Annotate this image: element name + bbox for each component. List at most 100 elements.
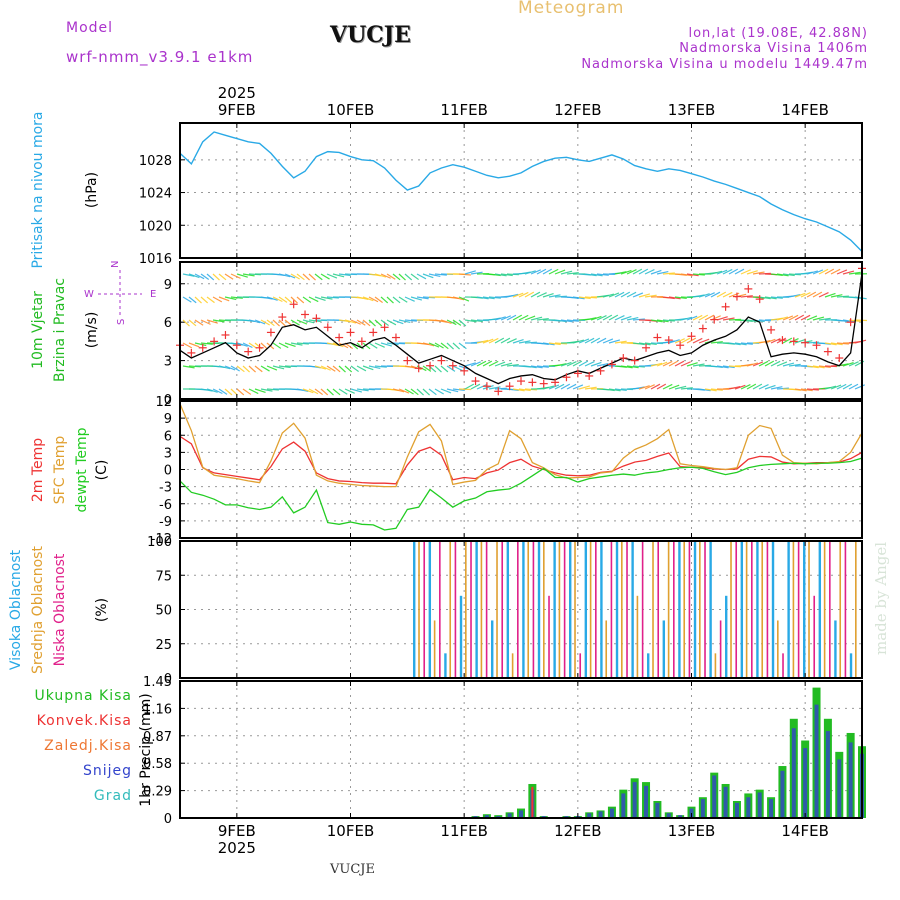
cloud-bar — [459, 595, 463, 678]
wind-arrow — [560, 361, 572, 367]
wind-arrow — [830, 342, 843, 346]
wind-arrow — [362, 342, 371, 350]
wind-arrow — [590, 273, 603, 277]
wind-arrow — [764, 360, 775, 367]
wind-arrow — [494, 273, 507, 277]
cloud-bar — [522, 541, 525, 678]
ytick-label: 3 — [164, 446, 172, 461]
wind-arrow — [614, 271, 627, 275]
wind-arrow — [674, 360, 685, 367]
wind-arrow — [776, 316, 789, 321]
wind-arrow — [302, 319, 315, 324]
wind-arrow — [488, 337, 499, 344]
wind-arrow — [194, 319, 204, 326]
wind-arrow — [518, 388, 531, 392]
wind-arrow — [638, 342, 651, 346]
wind-arrow — [800, 291, 811, 298]
wind-arrow — [644, 269, 655, 275]
wind-arrow — [308, 296, 319, 303]
cloud-bar — [480, 541, 483, 678]
wind-arrow — [674, 296, 687, 300]
precip-legend-1: Konvek.Kisa — [37, 713, 132, 729]
wind-arrow — [278, 296, 288, 303]
wind-arrow — [254, 388, 266, 393]
precip-bar-snow — [519, 810, 523, 818]
wind-arrow — [812, 316, 825, 321]
wind-arrow — [230, 296, 243, 299]
wind-arrow — [428, 273, 441, 277]
ytick-label: 50 — [155, 604, 172, 619]
wind-arrow — [830, 384, 842, 390]
ytick-label: 100 — [147, 535, 172, 550]
wind-arrow — [254, 365, 263, 373]
wind-arrow — [650, 319, 663, 323]
cloud-bar — [433, 620, 436, 678]
wind-arrow — [434, 342, 444, 349]
wind-arrow — [746, 383, 757, 390]
model-label: Model — [66, 20, 114, 36]
wind-arrow — [776, 387, 789, 390]
wind-arrow — [740, 342, 753, 345]
wind-arrow — [374, 273, 387, 278]
wind-arrow — [830, 294, 843, 298]
wind-arrow — [824, 385, 837, 390]
wind-arrow — [512, 339, 524, 344]
wind-arrow — [554, 269, 566, 275]
wind-arrow — [650, 383, 661, 390]
precip-bar-snow — [666, 813, 671, 818]
ytick-label: -9 — [159, 515, 172, 530]
unit-label-temp: (C) — [94, 460, 110, 481]
cloud-bar — [589, 541, 592, 678]
wind-arrow — [848, 271, 861, 275]
wind-arrow — [236, 388, 245, 396]
cloud-bar — [470, 541, 472, 678]
wind-arrow — [578, 338, 590, 344]
wind-arrow — [710, 365, 723, 369]
wind-arrow — [698, 364, 711, 367]
wind-arrow — [620, 291, 631, 298]
wind-arrow — [446, 342, 454, 350]
wind-dir-w: W — [84, 289, 94, 300]
wind-arrow — [206, 273, 215, 281]
cloud-bar — [849, 653, 853, 678]
cloud-bar — [439, 541, 441, 678]
wind-arrow — [218, 296, 230, 302]
wind-arrow — [404, 273, 413, 281]
wind-arrow — [284, 296, 293, 304]
ytick-label: 0.29 — [143, 785, 172, 800]
wind-arrow — [500, 315, 511, 321]
precip-bar-snow — [734, 802, 739, 818]
ytick-label: 0 — [164, 812, 172, 827]
wind-arrow — [728, 342, 741, 346]
wind-arrow — [452, 342, 461, 350]
wind-arrow — [314, 273, 323, 281]
cloud-bar — [626, 541, 628, 678]
cloud-bar — [839, 541, 842, 678]
precip-bar-snow — [644, 785, 649, 818]
wind-arrow — [770, 386, 783, 390]
grid-temperature — [180, 400, 862, 539]
wind-arrow — [752, 383, 763, 390]
wind-arrow — [812, 269, 824, 275]
cloud-bar — [449, 541, 452, 678]
wind-arrow — [710, 388, 723, 391]
wind-arrow — [182, 319, 190, 327]
wind-arrow — [782, 362, 795, 367]
wind-arrow — [446, 319, 457, 326]
cloud-bar — [621, 541, 623, 678]
precip-bar-snow — [632, 782, 637, 818]
wind-arrow — [602, 388, 615, 392]
wind-arrow — [572, 339, 585, 344]
cloud-bar — [730, 541, 732, 678]
cloud-bar — [511, 653, 514, 678]
wind-arrow — [206, 388, 218, 393]
wind-arrow — [284, 273, 296, 279]
ytick-label: 1020 — [139, 219, 172, 234]
precip-legend-3: Snijeg — [83, 763, 132, 779]
panel-temperature: -12 -9 -6 -3 0 3 6 9 12 — [151, 395, 863, 547]
wind-arrow — [746, 362, 759, 367]
wind-arrow — [398, 319, 411, 323]
wind-arrow — [194, 296, 202, 304]
wind-arrow — [398, 388, 410, 394]
wind-arrow — [320, 296, 333, 300]
